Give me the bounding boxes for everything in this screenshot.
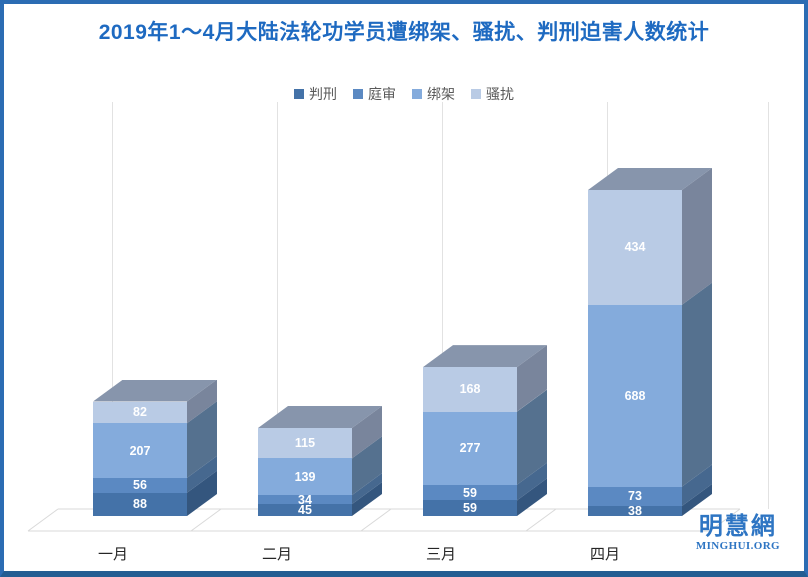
value-label: 73: [628, 489, 642, 504]
bar-apr-abduction-segment: 688: [588, 304, 682, 487]
legend-swatch-abduction-icon: [412, 89, 422, 99]
axis-label-february: 二月: [261, 546, 293, 563]
value-label: 88: [133, 497, 147, 512]
legend-item-harassment: 骚扰: [471, 84, 514, 104]
value-label: 34: [298, 493, 312, 508]
value-label: 207: [129, 443, 151, 458]
value-label: 168: [459, 382, 481, 397]
bar-apr-sentenced-segment: 38: [588, 503, 682, 518]
backwall-gridline-3: [442, 102, 443, 509]
chart-title: 2019年1～4月大陆法轮功学员遭绑架、骚扰、判刑迫害人数统计: [98, 21, 710, 44]
value-label: 56: [133, 478, 147, 493]
value-label: 38: [628, 503, 642, 518]
minghui-logo: 明慧網 MINGHUI.ORG: [695, 513, 780, 553]
bar-jan-harassment-segment: 82: [93, 401, 187, 424]
legend-item-trial: 庭审: [353, 84, 396, 104]
backwall-gridline-5: [768, 102, 769, 509]
bar-mar-top-face: [423, 345, 547, 368]
legend-swatch-sentenced-icon: [294, 89, 304, 99]
bar-apr-harassment-segment: 434: [588, 190, 682, 305]
legend-label-sentenced: 判刑: [309, 86, 337, 102]
backwall-gridline-1: [112, 102, 113, 509]
backwall-gridline-2: [277, 102, 278, 509]
value-label: 82: [133, 405, 147, 420]
legend-swatch-trial-icon: [353, 89, 363, 99]
minghui-logo-chinese: 明慧網: [698, 513, 777, 540]
value-label: 59: [463, 501, 477, 516]
bar-mar-harassment-segment: 168: [423, 367, 517, 412]
bar-apr-abduction-side-face: [682, 282, 712, 487]
bar-mar-sentenced-segment: 59: [423, 500, 517, 516]
legend-label-harassment: 骚扰: [486, 86, 514, 102]
bar-apr-top-face: [588, 168, 712, 190]
bar-feb-harassment-segment: 115: [258, 427, 352, 459]
bar-mar-trial-segment: 59: [423, 484, 517, 501]
bar-feb-abduction-segment: 139: [258, 458, 352, 496]
minghui-logo-url: MINGHUI.ORG: [695, 540, 780, 553]
bar-mar-abduction-segment: 277: [423, 411, 517, 485]
legend-label-trial: 庭审: [368, 86, 396, 102]
value-label: 139: [294, 469, 316, 484]
legend-item-abduction: 绑架: [412, 84, 455, 104]
value-label: 688: [624, 388, 646, 403]
bar-jan-top-face: [93, 379, 217, 402]
legend-item-sentenced: 判刑: [294, 84, 337, 104]
axis-label-march: 三月: [425, 546, 457, 563]
bar-jan-sentenced-segment: 88: [93, 492, 187, 516]
value-label: 59: [463, 485, 477, 500]
value-label: 45: [298, 503, 312, 518]
value-label: 115: [294, 436, 316, 451]
bar-apr-trial-segment: 73: [588, 486, 682, 506]
bar-feb-trial-segment: 34: [258, 493, 352, 508]
bar-feb-sentenced-segment: 45: [258, 504, 352, 516]
legend-swatch-harassment-icon: [471, 89, 481, 99]
legend: 判刑 庭审 绑架 骚扰: [0, 84, 808, 104]
axis-label-january: 一月: [97, 546, 129, 563]
bar-feb-top-face: [258, 405, 382, 428]
axis-label-april: 四月: [589, 546, 621, 563]
value-label: 434: [624, 240, 646, 255]
bar-jan-abduction-segment: 207: [93, 423, 187, 478]
bar-jan-trial-segment: 56: [93, 477, 187, 493]
bar-apr-harassment-side-face: [682, 168, 712, 305]
value-label: 277: [459, 441, 481, 456]
legend-label-abduction: 绑架: [427, 86, 455, 102]
